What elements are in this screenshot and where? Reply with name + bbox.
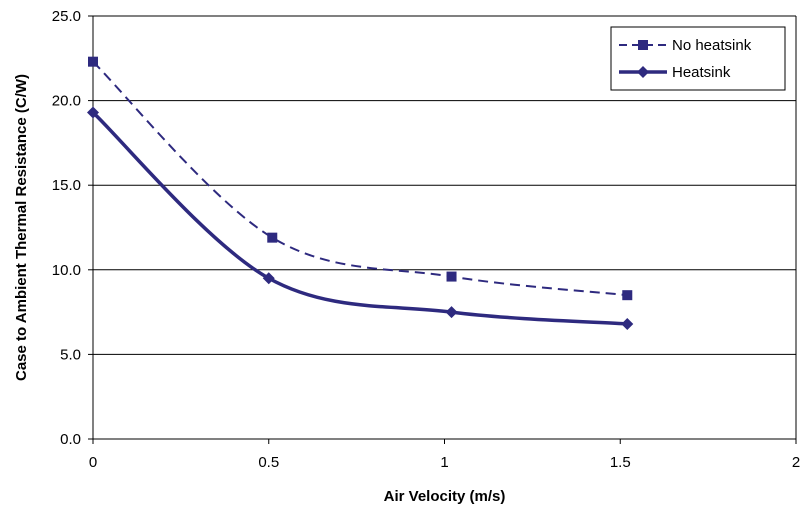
data-point-no-heatsink	[446, 271, 457, 282]
data-point-heatsink	[87, 106, 99, 119]
data-point-no-heatsink	[88, 56, 98, 67]
series-line-heatsink	[91, 111, 628, 326]
legend-label-heatsink: Heatsink	[672, 64, 731, 81]
x-tick-label: 1	[440, 454, 448, 471]
data-point-no-heatsink	[622, 290, 633, 301]
axes	[92, 16, 797, 440]
data-point-no-heatsink	[267, 232, 278, 243]
y-tick-label: 15.0	[52, 177, 81, 194]
y-tick-label: 20.0	[52, 93, 81, 110]
data-point-heatsink	[445, 306, 458, 319]
x-axis-label: Air Velocity (m/s)	[384, 488, 506, 505]
y-tick-labels: 0.0 5.0 10.0 15.0 20.0 25.0	[52, 8, 81, 448]
y-tick-label: 5.0	[60, 346, 81, 363]
x-tick-label: 0	[89, 454, 97, 471]
legend-label-no-heatsink: No heatsink	[672, 37, 752, 54]
series	[87, 56, 634, 330]
legend-marker-no-heatsink	[638, 40, 648, 50]
legend: No heatsink Heatsink	[610, 26, 786, 91]
legend-box	[610, 26, 786, 91]
y-tick-label: 25.0	[52, 8, 81, 25]
legend-marker-heatsink	[637, 66, 649, 78]
y-axis-label: Case to Ambient Thermal Resistance (C/W)	[13, 74, 30, 381]
data-point-heatsink	[621, 317, 634, 330]
x-tick-label: 1.5	[610, 454, 631, 471]
x-tick-label: 0.5	[258, 454, 279, 471]
gridlines	[88, 15, 797, 444]
y-tick-label: 0.0	[60, 431, 81, 448]
y-tick-label: 10.0	[52, 262, 81, 279]
x-tick-labels: 0 0.5 1 1.5 2	[89, 454, 800, 471]
data-point-heatsink	[262, 272, 275, 285]
x-tick-label: 2	[792, 454, 800, 471]
series-line-no-heatsink	[92, 60, 628, 297]
